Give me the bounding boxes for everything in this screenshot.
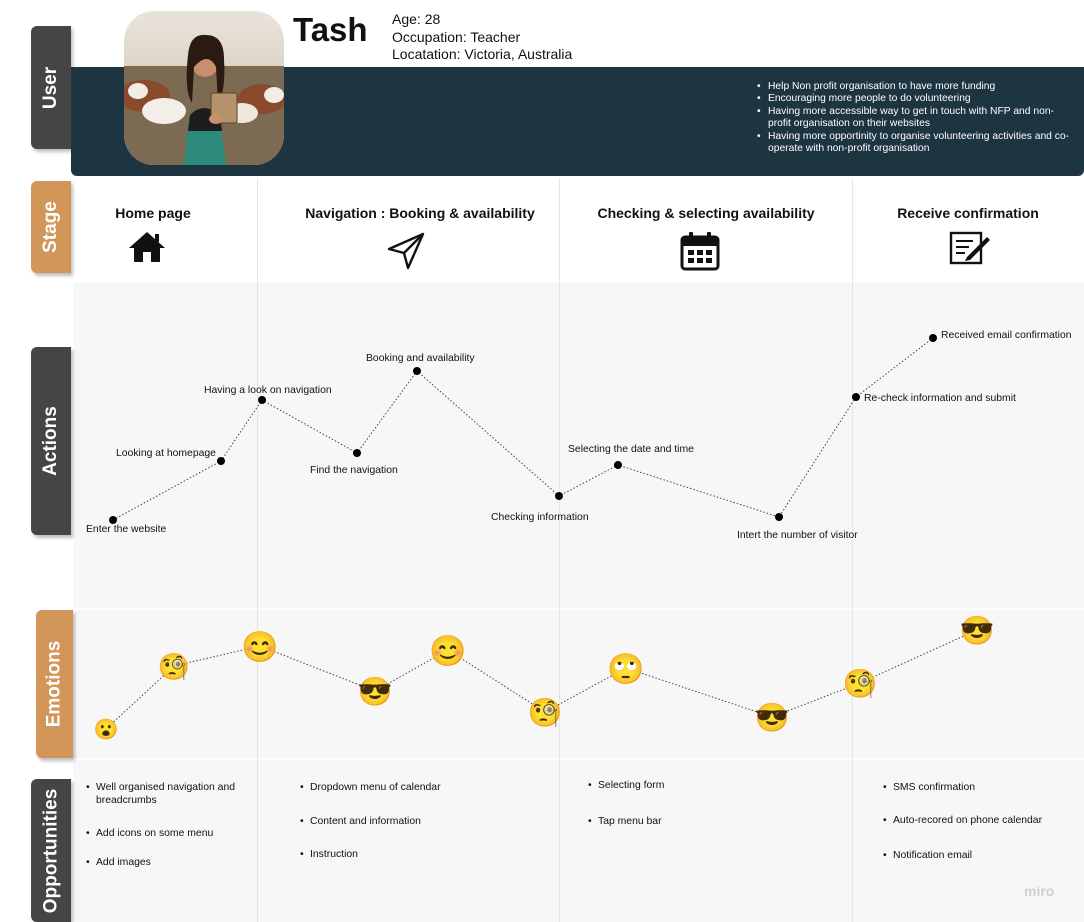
opportunities-checking: Selecting form Tap menu bar	[588, 780, 828, 828]
goal-item: Having more accessible way to get in tou…	[757, 106, 1075, 131]
emotion-backdrop	[361, 677, 389, 705]
stage-divider	[257, 178, 258, 922]
opportunities-navigation: Dropdown menu of calendar Content and in…	[300, 782, 540, 862]
persona-age: Age: 28	[392, 11, 440, 27]
eye-roll-emoji-icon: 🙄	[607, 652, 644, 686]
action-point	[852, 393, 860, 401]
goal-item: Having more opportinity to organise volu…	[757, 131, 1075, 156]
occupation-value: Teacher	[470, 29, 521, 45]
action-point	[109, 516, 117, 524]
edit-form-icon	[949, 231, 990, 265]
emotion-backdrop	[433, 635, 463, 665]
actions-band	[73, 283, 1084, 608]
happy-emoji-icon: 😊	[429, 634, 466, 668]
persona-location: Locatation: Victoria, Australia	[392, 46, 572, 62]
action-point	[353, 449, 361, 457]
opportunities-confirmation: SMS confirmation Auto-recored on phone c…	[883, 782, 1073, 863]
stage-title-home: Home page	[115, 205, 191, 221]
action-point	[217, 457, 225, 465]
emotion-backdrop	[846, 669, 874, 697]
persona-occupation: Occupation: Teacher	[392, 29, 520, 45]
stage-divider	[559, 178, 560, 922]
opportunity-item: Auto-recored on phone calendar	[883, 815, 1073, 828]
stage-title-confirmation: Receive confirmation	[897, 205, 1039, 221]
opportunity-item: SMS confirmation	[883, 782, 1073, 795]
opportunity-item: Content and information	[300, 816, 540, 829]
cool-emoji-icon: 😎	[960, 615, 995, 646]
age-label: Age:	[392, 11, 421, 27]
miro-watermark: miro	[1024, 883, 1055, 899]
action-label: Looking at homepage	[116, 448, 216, 459]
opportunity-item: Well organised navigation and breadcrumb…	[86, 782, 246, 807]
action-label: Having a look on navigation	[204, 385, 332, 396]
action-point	[555, 492, 563, 500]
tab-opportunities: Opportunities	[31, 779, 71, 922]
action-label: Intert the number of visitor	[737, 530, 858, 541]
opportunity-item: Notification email	[883, 850, 1073, 863]
tab-actions: Actions	[31, 347, 71, 535]
action-label: Booking and availability	[366, 353, 475, 364]
opportunities-home: Well organised navigation and breadcrumb…	[86, 782, 246, 869]
emotion-backdrop	[96, 719, 116, 739]
opportunity-item: Add images	[86, 857, 246, 870]
cool-emoji-icon: 😎	[755, 702, 790, 733]
emotion-backdrop	[531, 698, 559, 726]
occupation-label: Occupation:	[392, 29, 467, 45]
home-icon	[129, 232, 165, 262]
location-label: Locatation:	[392, 46, 461, 62]
action-point	[413, 367, 421, 375]
stage-title-navigation: Navigation : Booking & availability	[305, 205, 535, 221]
opportunity-item: Add icons on some menu	[86, 828, 246, 841]
persona-name: Tash	[293, 11, 368, 48]
emotion-backdrop	[758, 703, 786, 731]
action-label: Find the navigation	[310, 465, 398, 476]
action-label: Re-check information and submit	[864, 393, 1016, 404]
emotion-backdrop	[963, 616, 991, 644]
opportunity-item: Tap menu bar	[588, 816, 828, 829]
stage-divider	[852, 178, 853, 922]
action-point	[258, 396, 266, 404]
action-point	[614, 461, 622, 469]
emotion-backdrop	[245, 631, 275, 661]
cool-emoji-icon: 😎	[358, 676, 393, 707]
action-label: Checking information	[491, 512, 589, 523]
opportunity-item: Dropdown menu of calendar	[300, 782, 540, 795]
action-label: Received email confirmation	[941, 330, 1072, 341]
inspecting-emoji-icon: 🧐	[528, 697, 563, 728]
action-point	[775, 513, 783, 521]
goal-item: Encouraging more people to do volunteeri…	[757, 93, 1075, 106]
persona-goals: Help Non profit organisation to have mor…	[757, 81, 1075, 155]
inspecting-emoji-icon: 🧐	[158, 651, 190, 681]
calendar-icon	[680, 232, 720, 271]
emotions-band	[73, 610, 1084, 758]
action-point	[929, 334, 937, 342]
location-value: Victoria, Australia	[464, 46, 573, 62]
inspecting-emoji-icon: 🧐	[843, 668, 878, 699]
surprised-emoji-icon: 😮	[94, 718, 119, 741]
action-label: Selecting the date and time	[568, 444, 694, 455]
stage-title-checking: Checking & selecting availability	[597, 205, 815, 221]
goal-item: Help Non profit organisation to have mor…	[757, 81, 1075, 94]
age-value: 28	[424, 11, 441, 27]
emotion-backdrop	[611, 653, 641, 683]
opportunity-item: Instruction	[300, 849, 540, 862]
tab-user: User	[31, 26, 71, 149]
opportunity-item: Selecting form	[588, 780, 828, 793]
tab-stage: Stage	[31, 181, 71, 273]
happy-emoji-icon: 😊	[241, 630, 278, 664]
paper-plane-icon	[387, 232, 425, 270]
persona-avatar	[124, 11, 284, 165]
tab-emotions: Emotions	[36, 610, 73, 758]
action-label: Enter the website	[86, 524, 167, 535]
emotion-backdrop	[161, 653, 187, 679]
